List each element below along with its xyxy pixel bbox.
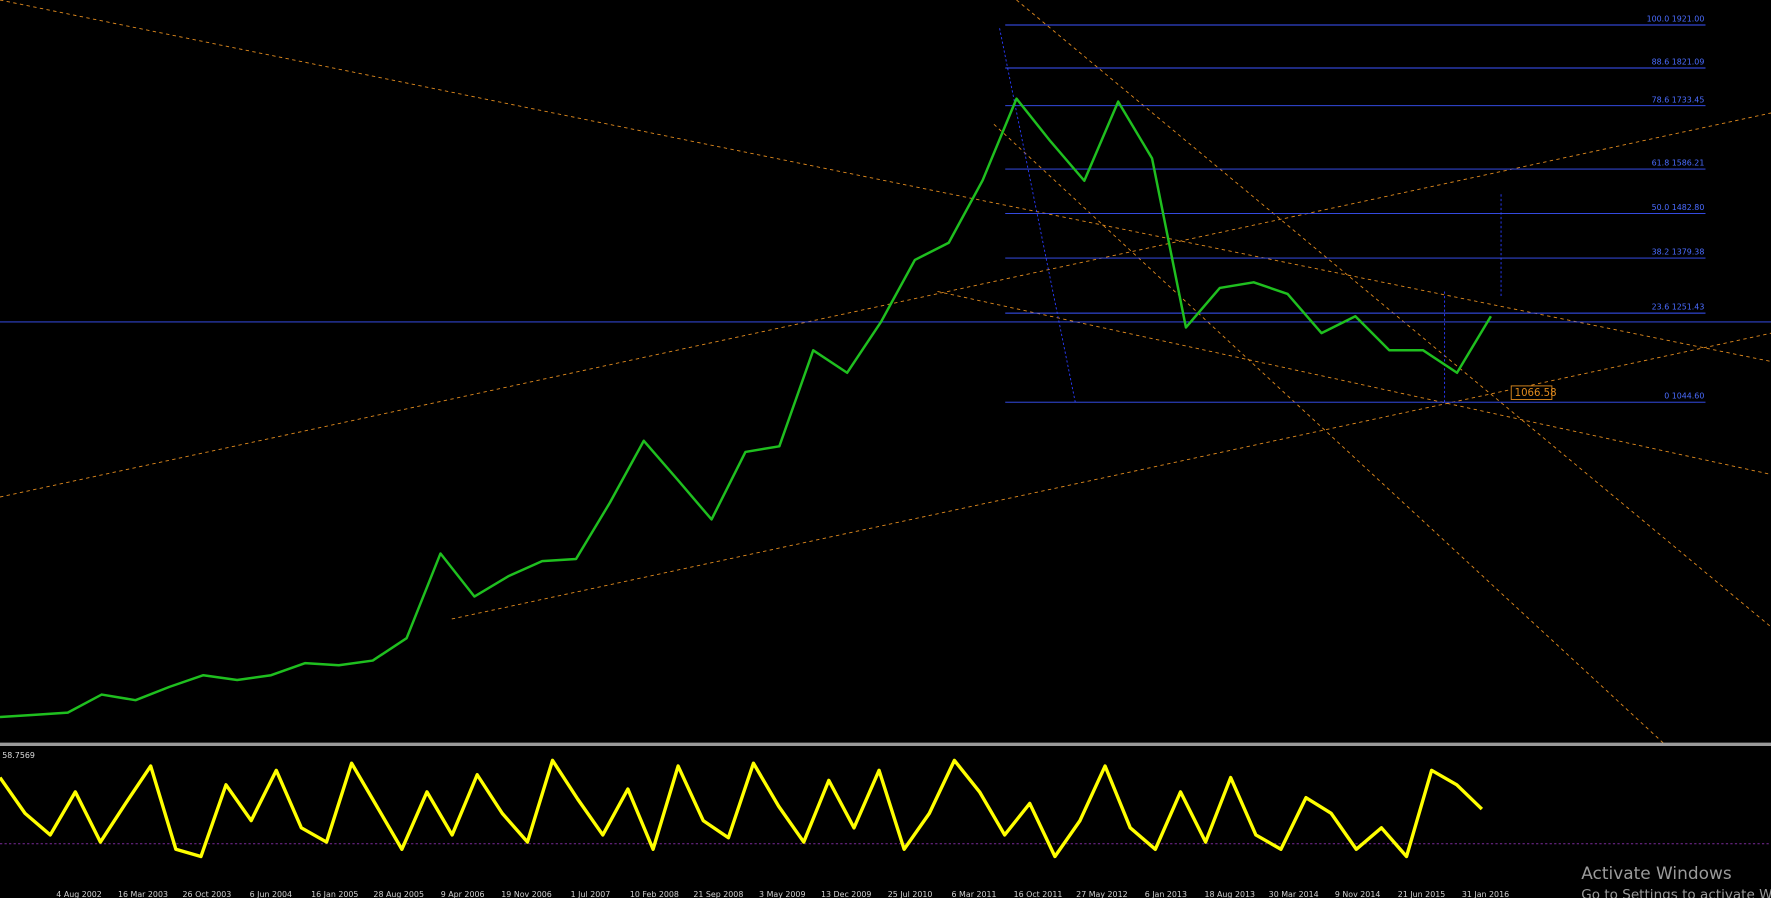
date-label: 30 Mar 2014 — [1269, 890, 1319, 898]
fib-label: 78.6 1733.45 — [1652, 95, 1705, 104]
date-label: 9 Nov 2014 — [1335, 890, 1381, 898]
date-label: 31 Jan 2016 — [1462, 890, 1509, 898]
price-label: 1066.58 — [1515, 388, 1557, 399]
date-label: 16 Oct 2011 — [1014, 890, 1063, 898]
date-label: 9 Apr 2006 — [441, 890, 485, 898]
price-line — [0, 97, 1492, 719]
date-label: 28 Aug 2005 — [373, 890, 424, 898]
date-label: 26 Oct 2003 — [183, 890, 232, 898]
fib-connector — [999, 28, 1076, 403]
fib-levels: 100.0 1921.00 88.6 1821.09 78.6 1733.45 61.… — [1005, 15, 1706, 403]
fib-label: 88.6 1821.09 — [1652, 58, 1705, 67]
date-label: 21 Sep 2008 — [693, 890, 743, 898]
date-label: 21 Jun 2015 — [1398, 890, 1445, 898]
fib-label: 38.2 1379.38 — [1652, 248, 1705, 257]
fib-label: 23.6 1251.43 — [1652, 303, 1705, 312]
oscillator-line — [0, 758, 1484, 859]
fib-label: 61.8 1586.21 — [1652, 159, 1705, 168]
date-label: 18 Aug 2013 — [1204, 890, 1255, 898]
watermark-subtitle: Go to Settings to activate Windows. — [1581, 887, 1771, 898]
date-label: 16 Mar 2003 — [118, 890, 168, 898]
date-label: 25 Jul 2010 — [888, 890, 933, 898]
date-label: 4 Aug 2002 — [56, 890, 102, 898]
date-label: 1 Jul 2007 — [571, 890, 611, 898]
date-label: 3 May 2009 — [759, 890, 805, 898]
fib-label: 50.0 1482.80 — [1652, 203, 1705, 212]
fib-connectors — [999, 28, 1502, 403]
watermark-title: Activate Windows — [1581, 863, 1731, 883]
trendline — [451, 332, 1771, 620]
date-axis: 4 Aug 2002 16 Mar 2003 26 Oct 2003 6 Jun 20… — [56, 890, 1509, 898]
date-label: 10 Feb 2008 — [630, 890, 679, 898]
date-label: 19 Nov 2006 — [501, 890, 552, 898]
date-label: 6 Mar 2011 — [952, 890, 997, 898]
oscillator-label: 58.7569 — [2, 751, 35, 760]
oscillator-pane — [0, 758, 1484, 859]
price-pane: 1066.58 — [0, 97, 1557, 719]
date-label: 27 May 2012 — [1076, 890, 1127, 898]
date-label: 6 Jun 2004 — [250, 890, 292, 898]
date-label: 13 Dec 2009 — [821, 890, 871, 898]
date-label: 6 Jan 2013 — [1145, 890, 1187, 898]
date-label: 16 Jan 2005 — [311, 890, 358, 898]
trendline — [0, 0, 1771, 362]
fib-label: 100.0 1921.00 — [1647, 15, 1705, 24]
fib-label: 0 1044.60 — [1664, 392, 1704, 401]
price-label-box — [1510, 385, 1553, 400]
